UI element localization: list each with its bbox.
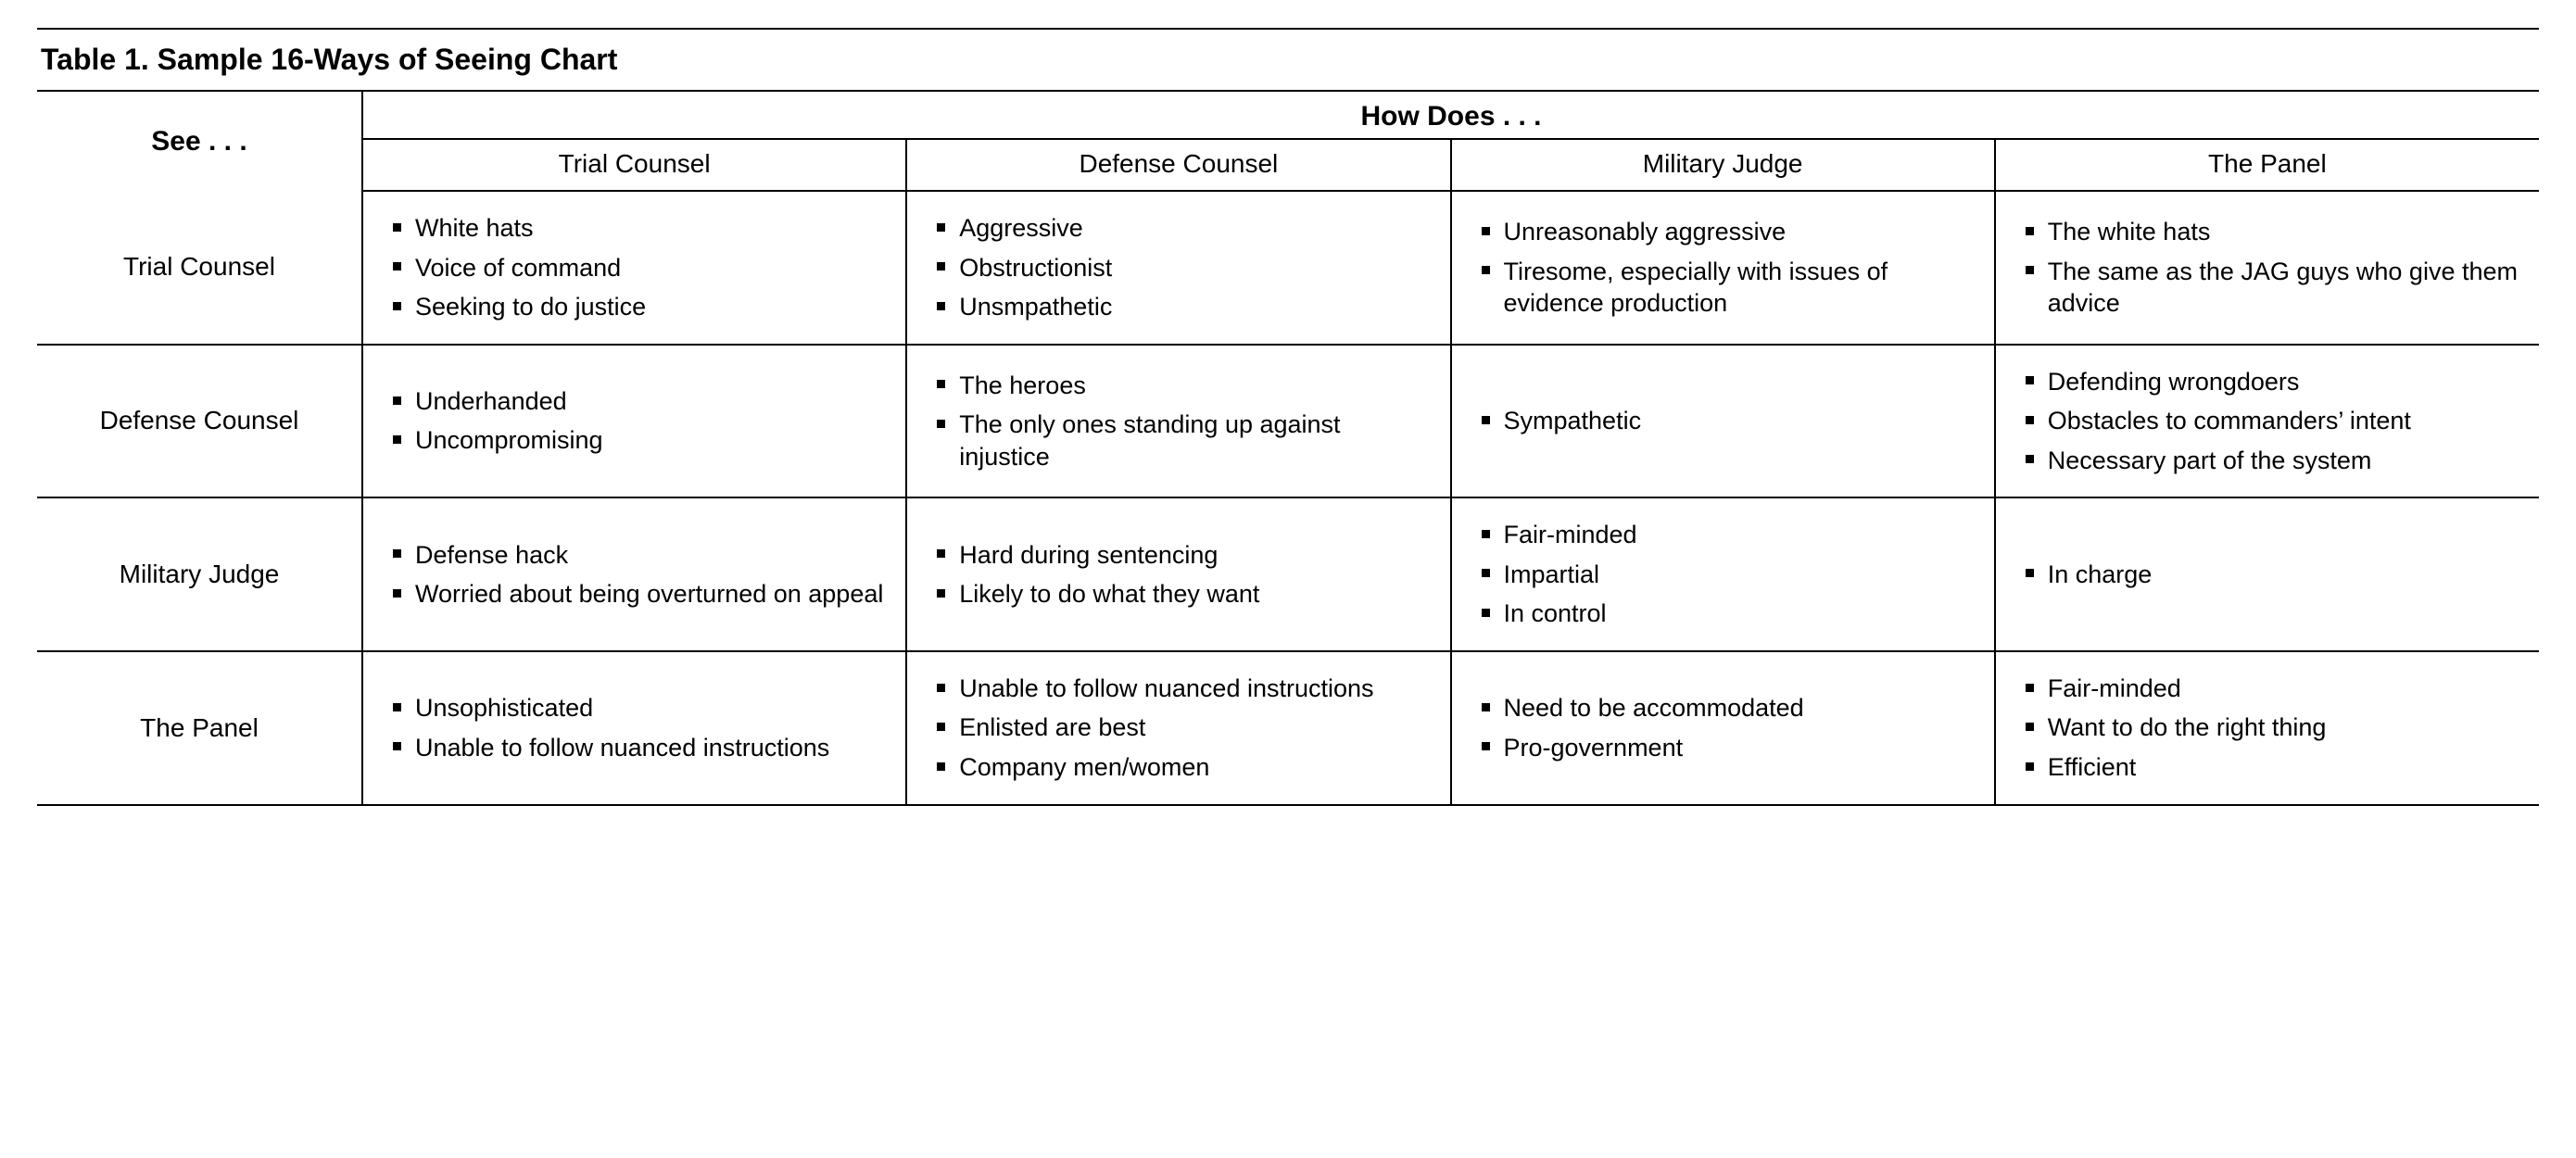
table-cell: Defense hackWorried about being overturn… [362, 497, 906, 651]
column-header: Defense Counsel [906, 139, 1450, 191]
list-item: Company men/women [937, 748, 1433, 787]
column-header: Military Judge [1451, 139, 1995, 191]
how-does-header: How Does . . . [362, 92, 2539, 139]
see-header: See . . . [37, 92, 362, 191]
list-item: Enlisted are best [937, 708, 1433, 748]
list-item: Want to do the right thing [2026, 708, 2522, 748]
list-item: Need to be accommodated [1482, 688, 1977, 728]
bullet-list: Unable to follow nuanced instructionsEnl… [916, 669, 1440, 787]
table-cell: UnderhandedUncompromising [362, 345, 906, 498]
list-item: Underhanded [393, 382, 889, 422]
row-label: The Panel [37, 651, 362, 805]
bullet-list: Hard during sentencingLikely to do what … [916, 535, 1440, 614]
list-item: Fair-minded [1482, 515, 1977, 555]
bullet-list: Need to be accommodatedPro-government [1461, 688, 1985, 767]
list-item: Obstacles to commanders’ intent [2026, 401, 2522, 441]
list-item: The same as the JAG guys who give them a… [2026, 252, 2522, 323]
table-row: The PanelUnsophisticatedUnable to follow… [37, 651, 2539, 805]
list-item: Impartial [1482, 555, 1977, 595]
row-label: Military Judge [37, 497, 362, 651]
list-item: Defense hack [393, 535, 889, 575]
table-title: Table 1. Sample 16-Ways of Seeing Chart [37, 30, 2539, 92]
list-item: The white hats [2026, 212, 2522, 252]
table-row: Defense CounselUnderhandedUncompromising… [37, 345, 2539, 498]
list-item: Fair-minded [2026, 669, 2522, 709]
list-item: Hard during sentencing [937, 535, 1433, 575]
list-item: Unable to follow nuanced instructions [937, 669, 1433, 709]
list-item: The only ones standing up against injust… [937, 405, 1433, 476]
list-item: Unsmpathetic [937, 287, 1433, 327]
table-cell: The heroesThe only ones standing up agai… [906, 345, 1450, 498]
table-container: Table 1. Sample 16-Ways of Seeing Chart … [37, 28, 2539, 806]
bullet-list: Sympathetic [1461, 401, 1985, 441]
list-item: White hats [393, 208, 889, 248]
bullet-list: The white hatsThe same as the JAG guys w… [2005, 212, 2530, 323]
row-label: Trial Counsel [37, 191, 362, 345]
table-body: Trial CounselWhite hatsVoice of commandS… [37, 191, 2539, 805]
table-cell: Defending wrongdoersObstacles to command… [1995, 345, 2539, 498]
row-label: Defense Counsel [37, 345, 362, 498]
bullet-list: Fair-mindedWant to do the right thingEff… [2005, 669, 2530, 787]
table-cell: Hard during sentencingLikely to do what … [906, 497, 1450, 651]
bullet-list: Defense hackWorried about being overturn… [373, 535, 896, 614]
table-row: Trial CounselWhite hatsVoice of commandS… [37, 191, 2539, 345]
bullet-list: The heroesThe only ones standing up agai… [916, 366, 1440, 477]
list-item: Uncompromising [393, 421, 889, 460]
column-header: Trial Counsel [362, 139, 906, 191]
table-cell: AggressiveObstructionistUnsmpathetic [906, 191, 1450, 345]
table-cell: Unable to follow nuanced instructionsEnl… [906, 651, 1450, 805]
list-item: Unreasonably aggressive [1482, 212, 1977, 252]
bullet-list: In charge [2005, 555, 2530, 595]
table-row: Military JudgeDefense hackWorried about … [37, 497, 2539, 651]
table-cell: Sympathetic [1451, 345, 1995, 498]
list-item: Aggressive [937, 208, 1433, 248]
list-item: Unable to follow nuanced instructions [393, 728, 889, 768]
list-item: Defending wrongdoers [2026, 362, 2522, 402]
list-item: Likely to do what they want [937, 574, 1433, 614]
list-item: Efficient [2026, 748, 2522, 787]
table-cell: Fair-mindedImpartialIn control [1451, 497, 1995, 651]
bullet-list: Unreasonably aggressiveTiresome, especia… [1461, 212, 1985, 323]
bullet-list: AggressiveObstructionistUnsmpathetic [916, 208, 1440, 327]
bullet-list: UnderhandedUncompromising [373, 382, 896, 460]
list-item: Necessary part of the system [2026, 441, 2522, 481]
bullet-list: White hatsVoice of commandSeeking to do … [373, 208, 896, 327]
table-cell: Need to be accommodatedPro-government [1451, 651, 1995, 805]
bullet-list: UnsophisticatedUnable to follow nuanced … [373, 688, 896, 767]
list-item: In control [1482, 594, 1977, 634]
list-item: Obstructionist [937, 248, 1433, 288]
list-item: Unsophisticated [393, 688, 889, 728]
list-item: The heroes [937, 366, 1433, 406]
table-cell: Fair-mindedWant to do the right thingEff… [1995, 651, 2539, 805]
list-item: Voice of command [393, 248, 889, 288]
table-cell: White hatsVoice of commandSeeking to do … [362, 191, 906, 345]
list-item: Sympathetic [1482, 401, 1977, 441]
bullet-list: Fair-mindedImpartialIn control [1461, 515, 1985, 634]
ways-of-seeing-table: See . . . How Does . . . Trial Counsel D… [37, 92, 2539, 806]
bullet-list: Defending wrongdoersObstacles to command… [2005, 362, 2530, 481]
list-item: Worried about being overturned on appeal [393, 574, 889, 614]
table-cell: Unreasonably aggressiveTiresome, especia… [1451, 191, 1995, 345]
table-cell: UnsophisticatedUnable to follow nuanced … [362, 651, 906, 805]
list-item: Pro-government [1482, 728, 1977, 768]
table-cell: In charge [1995, 497, 2539, 651]
table-cell: The white hatsThe same as the JAG guys w… [1995, 191, 2539, 345]
list-item: Tiresome, especially with issues of evid… [1482, 252, 1977, 323]
list-item: Seeking to do justice [393, 287, 889, 327]
list-item: In charge [2026, 555, 2522, 595]
column-header: The Panel [1995, 139, 2539, 191]
